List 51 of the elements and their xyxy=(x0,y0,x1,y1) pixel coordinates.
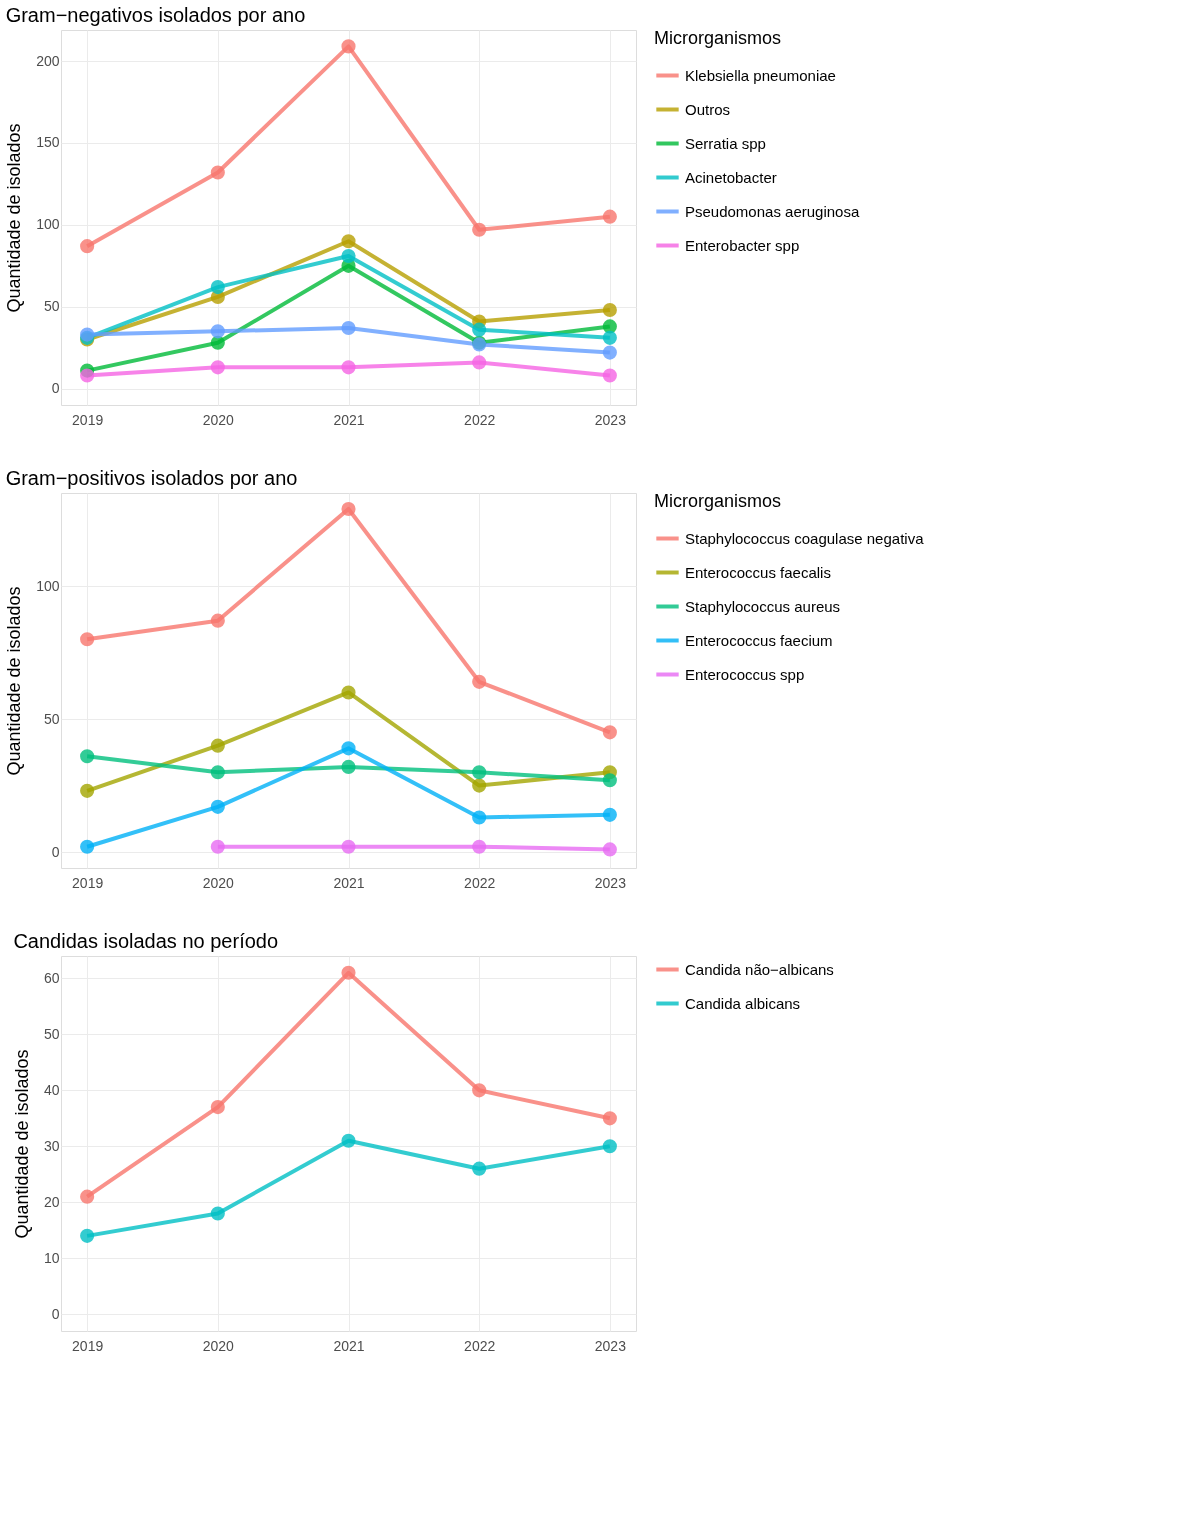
legend-label: Candida não−albicans xyxy=(685,960,834,978)
y-tick-label: 0 xyxy=(51,380,60,397)
y-tick-label: 50 xyxy=(43,298,60,315)
x-tick-label: 2020 xyxy=(202,411,235,428)
y-tick-label: 30 xyxy=(43,1137,60,1154)
legend-label: Acinetobacter xyxy=(685,168,777,186)
y-axis-title: Quantidade de isolados xyxy=(11,1049,32,1239)
x-tick-label: 2020 xyxy=(202,1337,235,1354)
y-tick-label: 100 xyxy=(36,577,60,594)
legend-label: Candida albicans xyxy=(685,994,801,1012)
legend-title: Microrganismos xyxy=(654,28,782,48)
chart-title: Gram−positivos isolados por ano xyxy=(5,467,298,489)
x-tick-label: 2021 xyxy=(333,1337,365,1354)
y-tick-label: 0 xyxy=(51,843,60,860)
y-axis-title: Quantidade de isolados xyxy=(4,123,25,313)
x-tick-label: 2019 xyxy=(72,1337,104,1354)
y-tick-label: 0 xyxy=(51,1305,60,1322)
x-tick-label: 2023 xyxy=(594,411,627,428)
y-tick-label: 40 xyxy=(43,1081,60,1098)
legend-label: Staphylococcus aureus xyxy=(685,597,841,615)
y-tick-label: 100 xyxy=(36,216,60,233)
legend-label: Klebsiella pneumoniae xyxy=(685,66,836,84)
legend-title: Microrganismos xyxy=(654,491,782,511)
x-tick-label: 2023 xyxy=(594,1337,627,1354)
legend-label: Enterococcus spp xyxy=(685,665,805,683)
chart-title: Candidas isoladas no período xyxy=(13,930,279,952)
x-tick-label: 2021 xyxy=(333,411,365,428)
x-tick-label: 2019 xyxy=(72,874,104,891)
y-axis-title: Quantidade de isolados xyxy=(4,586,25,776)
x-tick-label: 2022 xyxy=(464,1337,496,1354)
y-tick-label: 20 xyxy=(43,1193,60,1210)
x-tick-label: 2019 xyxy=(72,411,104,428)
y-tick-label: 50 xyxy=(43,1025,60,1042)
chart-title: Gram−negativos isolados por ano xyxy=(5,4,306,26)
legend-label: Pseudomonas aeruginosa xyxy=(685,202,860,220)
x-tick-label: 2022 xyxy=(464,874,496,891)
legend-label: Serratia spp xyxy=(685,134,766,152)
legend-label: Enterobacter spp xyxy=(685,236,800,254)
y-tick-label: 50 xyxy=(43,710,60,727)
y-tick-label: 10 xyxy=(43,1249,60,1266)
legend-label: Enterococcus faecium xyxy=(685,631,833,649)
x-tick-label: 2021 xyxy=(333,874,365,891)
x-tick-label: 2023 xyxy=(594,874,627,891)
x-tick-label: 2022 xyxy=(464,411,496,428)
x-tick-label: 2020 xyxy=(202,874,235,891)
y-tick-label: 200 xyxy=(36,52,60,69)
y-tick-label: 150 xyxy=(36,134,60,151)
legend-label: Outros xyxy=(685,100,731,118)
legend-label: Enterococcus faecalis xyxy=(685,563,831,581)
legend-label: Staphylococcus coagulase negativa xyxy=(685,529,925,547)
y-tick-label: 60 xyxy=(43,969,60,986)
